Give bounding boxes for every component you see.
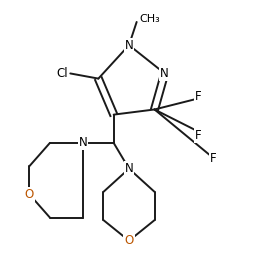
Text: N: N [79,136,87,149]
Text: N: N [160,67,169,80]
Text: O: O [124,234,134,247]
Text: N: N [125,39,133,52]
Text: N: N [125,162,133,175]
Text: CH₃: CH₃ [139,14,160,24]
Text: O: O [25,188,34,201]
Text: Cl: Cl [57,67,68,80]
Text: F: F [195,90,201,103]
Text: F: F [195,129,201,142]
Text: F: F [210,152,216,165]
